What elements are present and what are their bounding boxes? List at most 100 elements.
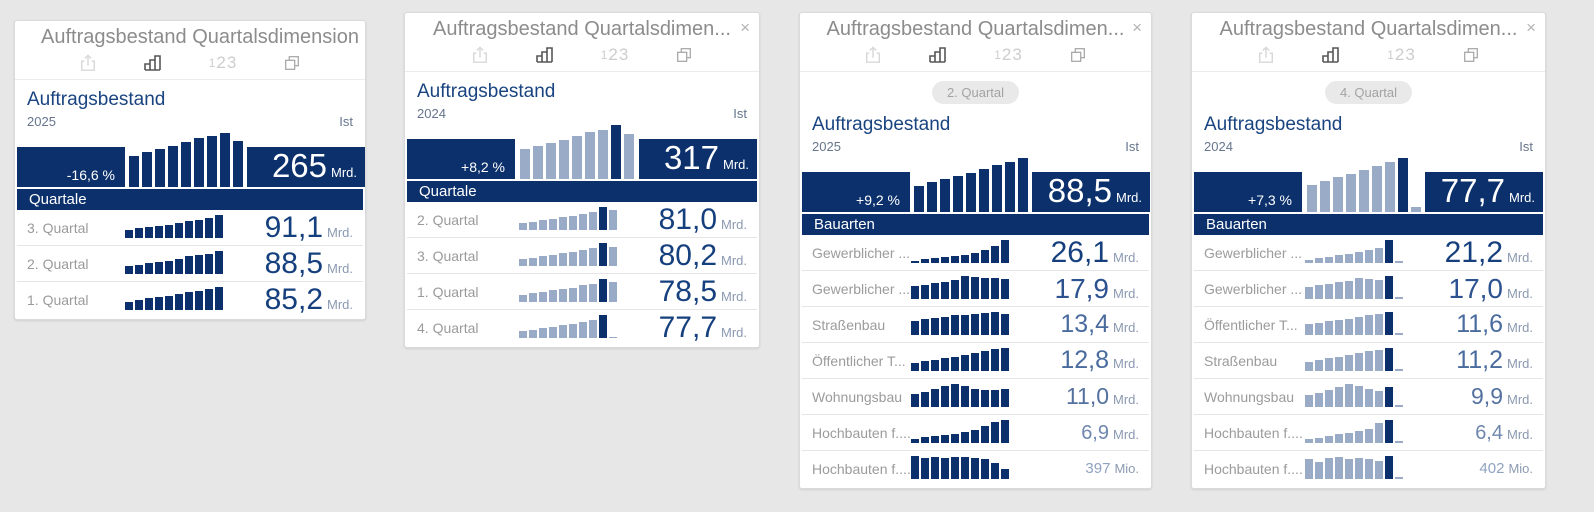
spark-bar [624, 134, 634, 179]
spark-bar [207, 136, 217, 187]
spark-bar [205, 288, 213, 310]
quarter-filter-badge[interactable]: 4. Quartal [1324, 81, 1413, 104]
spark-bar [1305, 394, 1313, 407]
spark-bar [569, 323, 577, 338]
row-value-group: 88,5 Mrd. [229, 248, 353, 279]
numbers-icon[interactable]: 1 23 [1387, 45, 1416, 65]
spark-bar [1305, 259, 1313, 263]
row-value-group: 11,6 Mrd. [1409, 312, 1533, 337]
numbers-icon[interactable]: 1 23 [601, 45, 630, 65]
row-sparkline [1305, 239, 1409, 266]
row-value: 9,9 [1471, 383, 1503, 409]
spark-bar [539, 255, 547, 266]
kpi-meta: 2024 Ist [417, 106, 747, 121]
row-value: 11,2 [1456, 346, 1503, 374]
row-unit: Mrd. [721, 216, 747, 232]
kpi-period-label: 2024 [417, 106, 446, 121]
spark-bar [205, 217, 213, 238]
bar-chart-icon[interactable] [535, 45, 555, 65]
export-icon[interactable] [864, 45, 882, 65]
spark-bar [971, 457, 979, 479]
row-value: 11,6 [1456, 310, 1503, 338]
spark-bar [1355, 277, 1363, 299]
numbers-icon[interactable]: 1 23 [209, 53, 238, 73]
row-sparkline [911, 347, 1015, 374]
spark-bar [991, 421, 999, 443]
spark-bar [559, 252, 567, 266]
close-icon[interactable]: × [740, 18, 750, 37]
numbers-icon-small: 1 [994, 48, 1002, 62]
kpi-bar-chart [125, 131, 247, 187]
export-icon[interactable] [1257, 45, 1275, 65]
row-value: 21,2 [1444, 235, 1503, 269]
numbers-icon[interactable]: 1 23 [994, 45, 1023, 65]
spark-bar [1355, 352, 1363, 371]
section-header: Bauarten [802, 214, 1149, 235]
spark-bar [1315, 392, 1323, 407]
bar-chart-icon[interactable] [928, 45, 948, 65]
section-header: Bauarten [1194, 214, 1543, 235]
spark-bar [1345, 174, 1356, 212]
spark-bar [1305, 361, 1313, 371]
row-label: 1. Quartal [27, 291, 89, 308]
kpi-value-box: 88,5 Mrd. [1032, 172, 1150, 212]
close-icon[interactable]: × [1526, 18, 1536, 37]
spark-bar [1005, 162, 1015, 212]
row-value: 77,7 [658, 310, 717, 344]
spark-bar [125, 265, 133, 274]
row-value-group: 12,8 Mrd. [1015, 348, 1139, 373]
copy-icon[interactable] [1069, 45, 1087, 65]
bar-chart-icon[interactable] [143, 53, 163, 73]
data-row: Gewerblicher ... 17,0 Mrd. [1194, 271, 1543, 307]
spark-bar [599, 206, 607, 230]
widget-card: Auftragsbestand Quartalsdimen... × 1 23 [799, 12, 1152, 489]
variance-box: +9,2 % [802, 172, 910, 212]
row-unit: Mrd. [1507, 320, 1533, 335]
export-icon[interactable] [471, 45, 489, 65]
spark-bar [1332, 177, 1343, 212]
spark-bar [941, 316, 949, 335]
spark-bar [951, 255, 959, 263]
row-unit: Mio. [1114, 461, 1139, 476]
spark-bar [145, 297, 153, 310]
variance-box: -16,6 % [17, 147, 125, 187]
row-sparkline [125, 214, 229, 241]
data-row: Straßenbau 11,2 Mrd. [1194, 343, 1543, 379]
row-unit: Mrd. [1507, 392, 1533, 407]
spark-bar [1375, 460, 1383, 479]
kpi-bar-chart [910, 156, 1032, 212]
spark-bar [1325, 435, 1333, 443]
spark-bar [1335, 433, 1343, 443]
spark-bar [519, 294, 527, 302]
row-unit: Mrd. [327, 224, 353, 240]
copy-icon[interactable] [675, 45, 693, 65]
kpi-heading: Auftragsbestand [812, 114, 951, 135]
row-label: Hochbauten f.... [812, 460, 911, 477]
spark-bar [1345, 318, 1353, 335]
spark-bar [1397, 158, 1408, 212]
spark-bar [1395, 440, 1403, 443]
close-icon[interactable]: × [1132, 18, 1142, 37]
spark-bar [991, 311, 999, 335]
spark-bar [539, 327, 547, 338]
spark-bar [1385, 311, 1393, 335]
export-icon[interactable] [79, 53, 97, 73]
kpi-heading: Auftragsbestand [1204, 114, 1343, 135]
spark-bar [981, 249, 989, 263]
widget-title-bar: Auftragsbestand Quartalsdimen... × [800, 13, 1151, 41]
copy-icon[interactable] [283, 53, 301, 73]
spark-bar [215, 250, 223, 274]
data-row: 2. Quartal 81,0 Mrd. [407, 202, 757, 238]
numbers-icon-rest: 23 [608, 45, 630, 64]
widget-title: Auftragsbestand Quartalsdimension ... [41, 26, 365, 48]
row-value: 13,4 [1060, 310, 1109, 338]
spark-bar [1371, 166, 1382, 212]
bar-chart-icon[interactable] [1321, 45, 1341, 65]
spark-bar [549, 254, 557, 266]
spark-bar [1325, 283, 1333, 299]
filter-badge-row: 2. Quartal [800, 72, 1151, 105]
data-row: Öffentlicher T... 12,8 Mrd. [802, 343, 1149, 379]
spark-bar [1325, 457, 1333, 479]
copy-icon[interactable] [1462, 45, 1480, 65]
quarter-filter-badge[interactable]: 2. Quartal [931, 81, 1020, 104]
